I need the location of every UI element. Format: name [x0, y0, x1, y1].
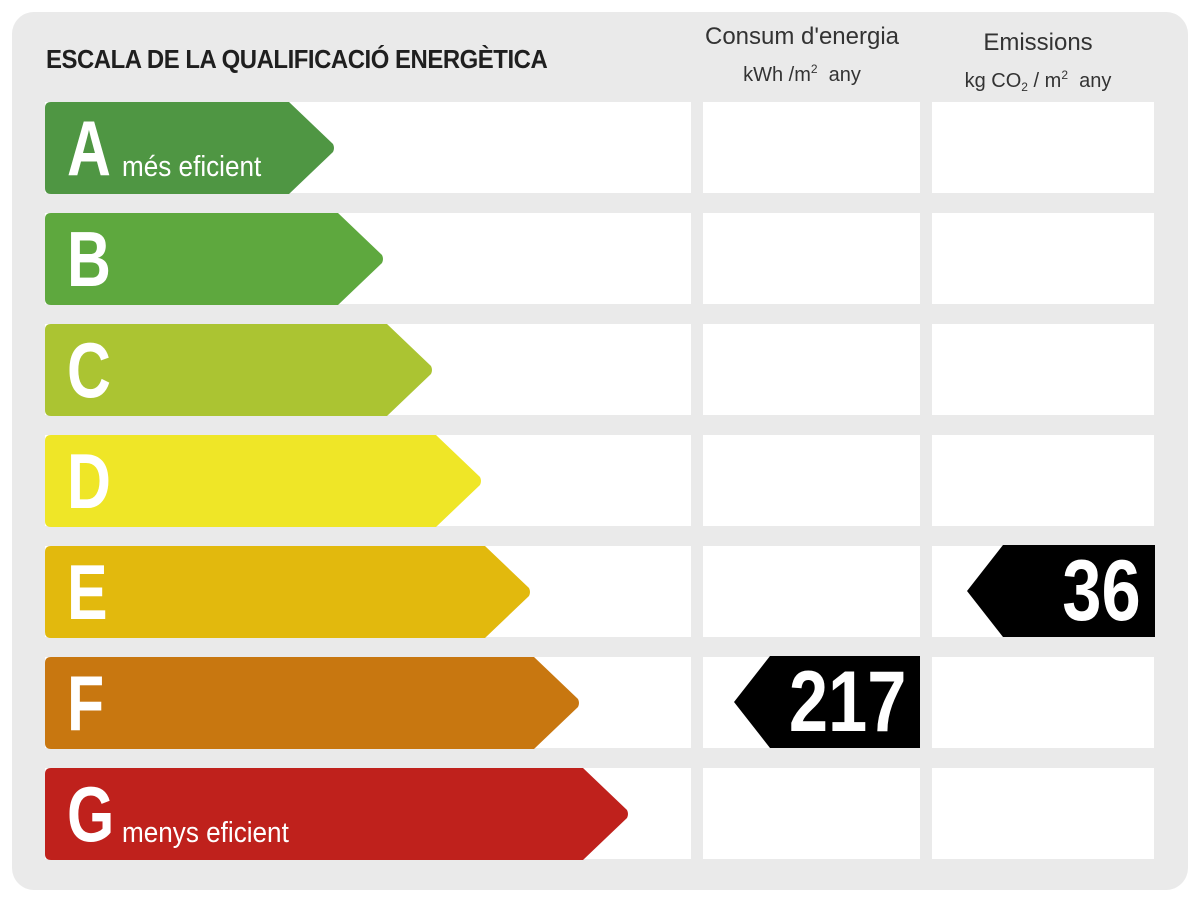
- rating-arrow-b: B: [45, 213, 384, 305]
- emissions-value-marker-number: 36: [1062, 543, 1141, 639]
- rating-description: menys eficient: [122, 817, 289, 849]
- rating-description: més eficient: [122, 151, 262, 183]
- energy-cell: [703, 546, 920, 637]
- emissions-cell: [932, 435, 1154, 526]
- emissions-cell: [932, 324, 1154, 415]
- emissions-cell: [932, 213, 1154, 304]
- page-title: ESCALA DE LA QUALIFICACIÓ ENERGÈTICA: [46, 44, 548, 74]
- rating-letter: G: [67, 770, 115, 858]
- rating-arrow-e: E: [45, 546, 531, 638]
- energy-cell: [703, 324, 920, 415]
- emissions-column-header: Emissions kg CO2 / m2 any: [932, 28, 1144, 102]
- energy-column-label: Consum d'energia: [704, 23, 900, 50]
- energy-cell: [703, 768, 920, 859]
- energy-column-unit: kWh /m2 any: [743, 62, 861, 86]
- emissions-cell: [932, 657, 1154, 748]
- emissions-cell: [932, 768, 1154, 859]
- rating-letter: E: [67, 548, 108, 636]
- energy-value-marker: 217: [734, 656, 920, 748]
- rating-letter: C: [67, 326, 111, 414]
- emissions-column-label: Emissions: [983, 29, 1093, 56]
- emissions-value-marker: 36: [967, 545, 1155, 637]
- rating-arrow-f: F: [45, 657, 580, 749]
- rating-letter: F: [67, 659, 105, 747]
- rating-arrow-d: D: [45, 435, 482, 527]
- energy-cell: [703, 213, 920, 304]
- rating-letter: B: [67, 215, 111, 303]
- energy-value-marker-number: 217: [788, 654, 906, 750]
- energy-cell: [703, 435, 920, 526]
- rating-arrow-c: C: [45, 324, 433, 416]
- emissions-cell: [932, 102, 1154, 193]
- energy-cell: [703, 102, 920, 193]
- rating-letter: A: [67, 104, 111, 192]
- rating-letter: D: [67, 437, 111, 525]
- emissions-column-unit: kg CO2 / m2 any: [964, 68, 1112, 94]
- energy-column-header: Consum d'energia kWh /m2 any: [700, 22, 904, 90]
